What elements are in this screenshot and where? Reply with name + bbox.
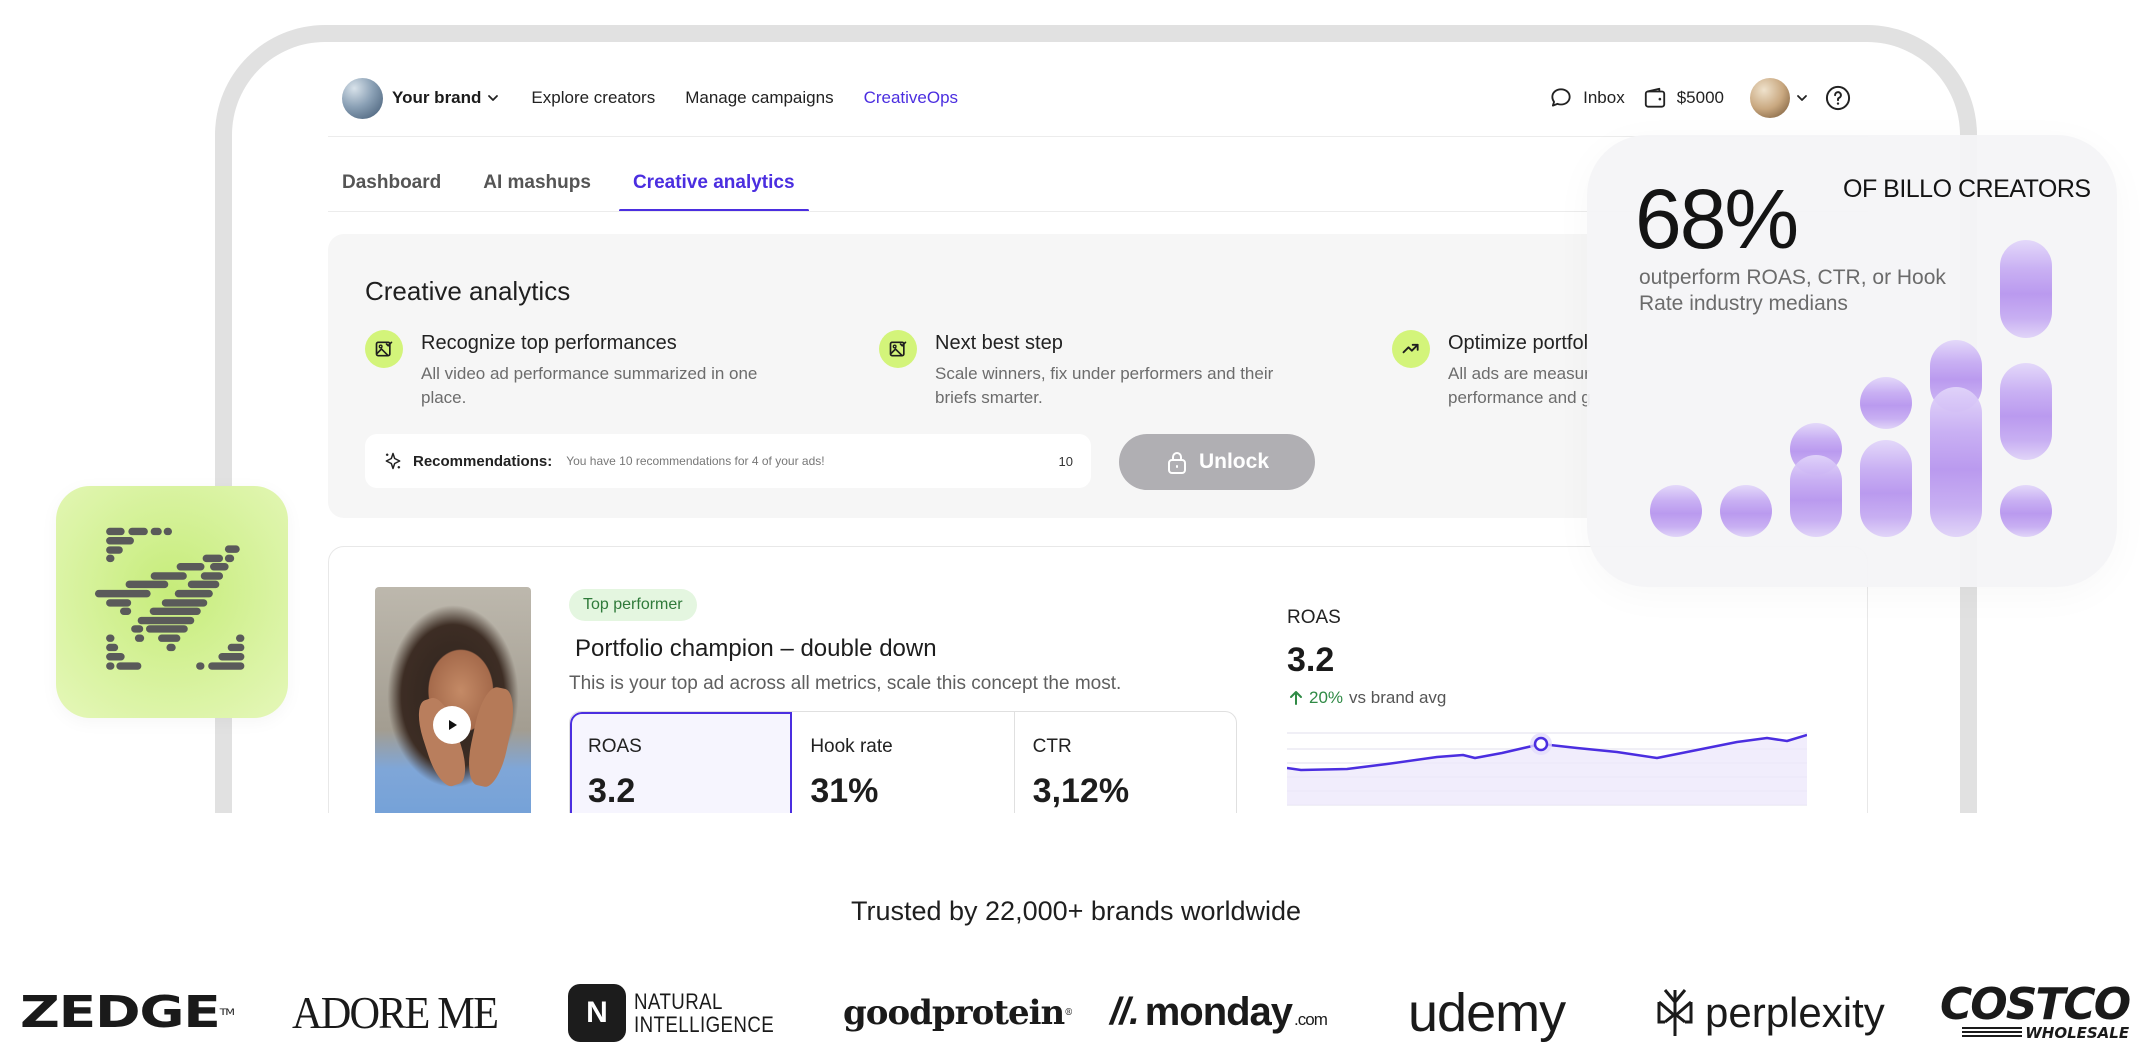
trusted-headline: Trusted by 22,000+ brands worldwide (850, 896, 1301, 926)
stat-percentage: 68% (1635, 172, 1799, 266)
panel-title: Creative analytics (365, 276, 571, 306)
unlock-label: Unlock (1198, 450, 1269, 473)
nav-explore-creators[interactable]: Explore creators (531, 88, 656, 107)
tab-dashboard[interactable]: Dashboard (342, 172, 442, 193)
status-badge: Top performer (569, 589, 697, 621)
metric-label: Hook rate (810, 736, 893, 757)
roas-delta-suffix: vs brand avg (1349, 688, 1447, 707)
logo-udemy: udemy (1408, 982, 1566, 1043)
roas-value: 3.2 (1287, 641, 1335, 679)
roas-delta-value: 20% (1309, 688, 1344, 707)
roas-detail: ROAS 3.2 20% vs brand avg (1287, 607, 1807, 806)
tabs-divider (328, 211, 1868, 212)
nav-manage-campaigns[interactable]: Manage campaigns (685, 88, 834, 107)
billo-logo-tile (56, 486, 288, 718)
ad-subtitle: This is your top ad across all metrics, … (569, 673, 1122, 694)
feature-optimize: Optimize portfol All ads are measur perf… (1392, 330, 1852, 410)
play-icon[interactable] (433, 706, 471, 744)
chat-bubble-icon[interactable] (1547, 84, 1575, 112)
arrow-up-icon (1290, 691, 1302, 705)
feature-next-step: Next best step Scale winners, fix under … (879, 330, 1339, 410)
feature-title: Recognize top performances (421, 332, 677, 354)
feature-desc: Scale winners, fix under performers and … (935, 364, 1274, 407)
metric-ctr[interactable]: CTR 3,12% (1015, 712, 1236, 813)
brand-switcher[interactable]: Your brand (392, 88, 482, 107)
wallet-icon[interactable] (1641, 84, 1669, 112)
feature-recognize: Recognize top performances All video ad … (365, 330, 825, 410)
tab-ai-mashups[interactable]: AI mashups (483, 172, 591, 193)
creator-stat-card: 68% OF BILLO CREATORS outperform ROAS, C… (1587, 135, 2117, 587)
image-check-icon (365, 330, 403, 368)
tab-bar: Dashboard AI mashups Creative analytics (328, 160, 823, 212)
ad-title: Portfolio champion – double down (575, 635, 937, 662)
stat-headline: OF BILLO CREATORS (1843, 175, 2091, 203)
logo-zedge: ZEDGE TM (20, 987, 235, 1038)
inbox-link[interactable]: Inbox (1583, 88, 1625, 107)
metric-value: 3,12% (1032, 772, 1130, 810)
feature-title: Next best step (935, 332, 1063, 354)
metric-label: ROAS (588, 736, 642, 757)
chevron-down-icon[interactable] (1794, 90, 1810, 106)
help-circle-icon[interactable] (1824, 84, 1852, 112)
feature-title: Optimize portfol (1448, 332, 1589, 354)
logo-goodprotein: goodprotein ® (843, 992, 1073, 1033)
trending-up-icon (1392, 330, 1430, 368)
recommendations-label: Recommendations: (413, 452, 553, 470)
nav-right: Inbox $5000 (1547, 78, 1852, 118)
metric-roas[interactable]: ROAS 3.2 (570, 712, 793, 813)
natural-intelligence-mark-icon: N (568, 983, 626, 1042)
roas-delta: 20% vs brand avg (1287, 688, 1807, 708)
image-check-icon (879, 330, 917, 368)
brand-avatar[interactable] (342, 77, 383, 119)
sparkle-icon (385, 452, 401, 470)
logo-costco: COSTCO WHOLESALE (1940, 978, 2131, 1042)
metric-value: 31% (810, 772, 879, 810)
roas-label: ROAS (1287, 607, 1341, 628)
logo-perplexity: perplexity (1655, 975, 1885, 1050)
metric-hook-rate[interactable]: Hook rate 31% (792, 712, 1015, 813)
tab-creative-analytics[interactable]: Creative analytics (618, 160, 809, 212)
recommendations-count: 10 (1058, 453, 1073, 469)
ad-video-thumbnail[interactable] (375, 587, 531, 813)
roas-sparkline-chart[interactable] (1287, 727, 1807, 813)
metrics-group: ROAS 3.2 Hook rate 31% CTR 3,12% (569, 711, 1237, 813)
lock-icon (1167, 452, 1186, 474)
top-nav: Your brand Explore creators Manage campa… (342, 77, 1852, 119)
logo-natural-intelligence: N NATURAL INTELLIGENCE (568, 975, 799, 1050)
nav-divider (328, 136, 1868, 137)
user-avatar[interactable] (1750, 78, 1790, 118)
logo-adore-me: ADORE ME (292, 987, 499, 1038)
perplexity-mark-icon (1657, 988, 1693, 1036)
wallet-balance[interactable]: $5000 (1676, 88, 1724, 107)
logo-monday: //. monday .com (1110, 990, 1328, 1034)
ad-performance-card: Top performer Portfolio champion – doubl… (328, 546, 1868, 813)
page-background (0, 813, 2152, 1058)
recommendations-bar[interactable]: Recommendations: You have 10 recommendat… (365, 434, 1091, 488)
metric-label: CTR (1032, 736, 1072, 757)
metric-value: 3.2 (588, 772, 636, 810)
chevron-down-icon[interactable] (485, 90, 501, 106)
feature-desc: All video ad performance summarized in o… (421, 364, 758, 407)
brand-logos-row: ZEDGE TM ADORE ME N NATURAL INTELLIGENCE g… (0, 975, 2152, 1050)
nav-creativeops[interactable]: CreativeOps (863, 88, 959, 107)
billo-logo-icon (94, 527, 245, 670)
unlock-button[interactable]: Unlock (1119, 434, 1315, 490)
feature-desc: All ads are measur performance and g (1448, 364, 1591, 407)
recommendations-message: You have 10 recommendations for 4 of you… (566, 454, 825, 468)
stat-description: outperform ROAS, CTR, or Hook Rate indus… (1639, 266, 1946, 315)
